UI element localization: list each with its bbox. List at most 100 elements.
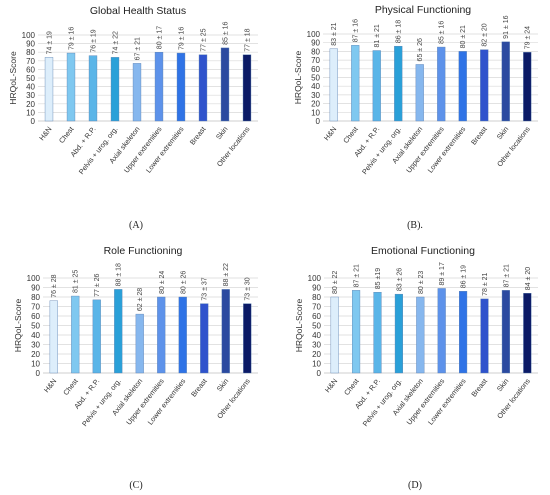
bar bbox=[178, 296, 187, 374]
y-tick-label: 40 bbox=[311, 82, 320, 91]
bar bbox=[523, 293, 532, 374]
bar bbox=[71, 295, 80, 374]
y-tick-label: 0 bbox=[317, 369, 322, 378]
y-tick-label: 10 bbox=[312, 360, 321, 369]
data-label: 91 ± 16 bbox=[503, 15, 510, 38]
bar bbox=[415, 64, 424, 122]
y-tick-label: 10 bbox=[31, 360, 40, 369]
y-tick-label: 20 bbox=[312, 350, 321, 359]
y-tick-label: 30 bbox=[31, 341, 40, 350]
data-label: 80 ± 21 bbox=[460, 25, 467, 48]
y-tick-label: 70 bbox=[31, 303, 40, 312]
y-tick-label: 20 bbox=[311, 100, 320, 109]
bar bbox=[329, 48, 338, 122]
data-label: 89 ± 17 bbox=[439, 262, 446, 285]
x-tick-label: Chest bbox=[342, 377, 361, 397]
bar bbox=[501, 41, 510, 122]
y-tick-label: 80 bbox=[26, 48, 35, 57]
y-tick-label: 100 bbox=[27, 274, 41, 283]
y-tick-label: 20 bbox=[26, 100, 35, 109]
bar bbox=[132, 63, 142, 122]
data-label: 62 ± 28 bbox=[137, 288, 144, 311]
bar bbox=[221, 289, 230, 374]
y-tick-label: 20 bbox=[31, 350, 40, 359]
y-tick-label: 0 bbox=[316, 117, 321, 126]
bar bbox=[501, 290, 510, 374]
y-axis-label: HRQoL-Score bbox=[293, 51, 303, 105]
y-axis-label: HRQoL-Score bbox=[294, 299, 304, 353]
bar bbox=[66, 52, 76, 122]
panel-label: (C) bbox=[129, 480, 142, 491]
y-tick-label: 50 bbox=[26, 74, 35, 83]
x-tick-label: Chest bbox=[61, 377, 80, 397]
panel-d: Emotional Functioning 0102030405060708090… bbox=[294, 245, 538, 491]
bar bbox=[458, 51, 467, 122]
data-label: 76 ± 28 bbox=[51, 274, 58, 297]
bar bbox=[198, 54, 208, 122]
y-tick-label: 60 bbox=[31, 312, 40, 321]
y-tick-label: 70 bbox=[312, 303, 321, 312]
data-label: 82 ± 20 bbox=[482, 23, 489, 46]
data-label: 85 ± 16 bbox=[223, 21, 230, 44]
data-label: 86 ± 18 bbox=[396, 20, 403, 43]
bar bbox=[154, 52, 164, 122]
bar bbox=[330, 296, 339, 374]
data-label: 81 ± 21 bbox=[374, 24, 381, 47]
bar bbox=[394, 45, 403, 122]
bar bbox=[437, 46, 446, 122]
y-tick-label: 70 bbox=[26, 57, 35, 66]
x-tick-label: Chest bbox=[341, 125, 360, 145]
data-label: 65 ± 26 bbox=[417, 38, 424, 61]
y-tick-label: 50 bbox=[312, 322, 321, 331]
bar bbox=[523, 52, 532, 122]
bar bbox=[351, 45, 360, 122]
data-label: 80 ± 23 bbox=[418, 271, 425, 294]
data-label: 76 ± 19 bbox=[91, 29, 98, 52]
bar bbox=[92, 299, 101, 374]
panel-label: (A) bbox=[129, 220, 143, 231]
y-tick-label: 90 bbox=[311, 39, 320, 48]
bar bbox=[459, 291, 468, 374]
bar bbox=[110, 57, 120, 122]
y-tick-label: 90 bbox=[31, 284, 40, 293]
bar bbox=[88, 55, 98, 122]
y-tick-label: 60 bbox=[312, 312, 321, 321]
y-tick-label: 100 bbox=[22, 31, 36, 40]
data-label: 74 ± 22 bbox=[113, 31, 120, 54]
x-tick-label: Breast bbox=[469, 125, 489, 147]
bar bbox=[352, 290, 361, 374]
x-tick-label: H&N bbox=[37, 125, 53, 143]
y-tick-label: 80 bbox=[311, 47, 320, 56]
data-label: 83 ± 26 bbox=[396, 268, 403, 291]
data-label: 87 ± 21 bbox=[503, 264, 510, 287]
panel-a: Global Health Status 01020304050607080901… bbox=[8, 5, 258, 231]
data-label: 73 ± 30 bbox=[245, 277, 252, 300]
y-tick-label: 60 bbox=[311, 65, 320, 74]
bar bbox=[416, 296, 425, 374]
panel-label: (D) bbox=[408, 480, 422, 491]
panel-title: Emotional Functioning bbox=[371, 245, 475, 257]
bar bbox=[176, 52, 186, 122]
data-label: 80 ± 22 bbox=[332, 271, 339, 294]
y-tick-label: 70 bbox=[311, 56, 320, 65]
x-tick-label: Breast bbox=[188, 125, 208, 147]
bar bbox=[220, 47, 230, 122]
y-tick-label: 0 bbox=[31, 117, 36, 126]
y-tick-label: 100 bbox=[307, 30, 321, 39]
bar bbox=[480, 298, 489, 374]
data-label: 77 ± 25 bbox=[201, 28, 208, 51]
panel-title: Physical Functioning bbox=[375, 4, 471, 16]
x-tick-label: H&N bbox=[322, 125, 338, 143]
x-tick-label: H&N bbox=[323, 377, 339, 395]
bar bbox=[135, 313, 144, 374]
data-label: 85 ± 16 bbox=[439, 21, 446, 44]
data-label: 77 ± 18 bbox=[245, 28, 252, 51]
data-label: 79 ± 16 bbox=[179, 27, 186, 50]
data-label: 80 ± 24 bbox=[159, 271, 166, 294]
panel-b: Physical Functioning 01020304050607080901… bbox=[293, 4, 538, 231]
data-label: 88 ± 22 bbox=[223, 263, 230, 286]
bar bbox=[44, 57, 54, 122]
x-tick-label: Chest bbox=[57, 125, 76, 145]
data-label: 86 ± 19 bbox=[461, 265, 468, 288]
y-tick-label: 40 bbox=[312, 331, 321, 340]
